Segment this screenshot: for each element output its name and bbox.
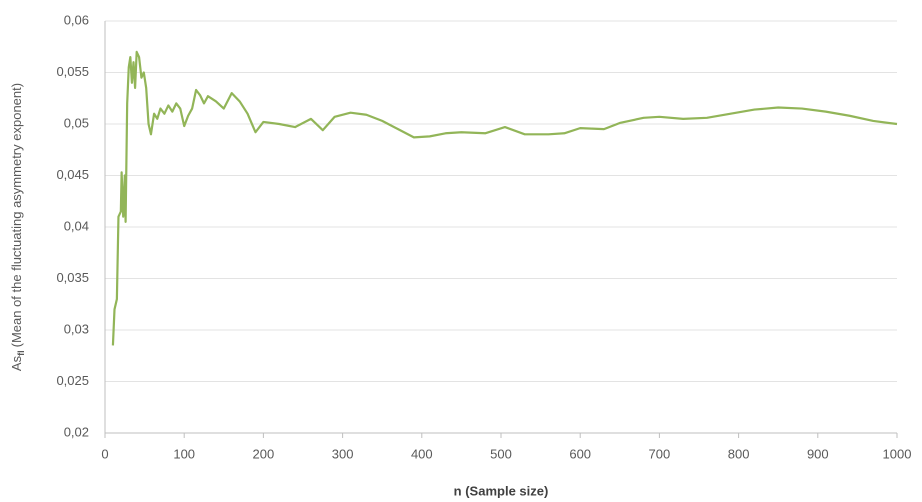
x-tick-label: 100 — [173, 446, 195, 461]
x-tick-label: 900 — [807, 446, 829, 461]
x-tick-label: 500 — [490, 446, 512, 461]
y-title-rest: (Mean of the fluctuating asymmetry expon… — [9, 83, 24, 347]
y-tick-label: 0,03 — [64, 321, 89, 336]
y-tick-label: 0,055 — [56, 64, 89, 79]
y-tick-label: 0,06 — [64, 12, 89, 27]
x-tick-label: 400 — [411, 446, 433, 461]
y-axis-title: Asfl (Mean of the fluctuating asymmetry e… — [9, 83, 26, 371]
y-title-main: As — [9, 355, 24, 371]
x-tick-label: 700 — [649, 446, 671, 461]
y-tick-label: 0,025 — [56, 373, 89, 388]
x-tick-label: 600 — [569, 446, 591, 461]
data-line — [111, 50, 898, 346]
y-tick-label: 0,05 — [64, 115, 89, 130]
y-tick-label: 0,045 — [56, 167, 89, 182]
x-tick-label: 200 — [253, 446, 275, 461]
x-tick-label: 300 — [332, 446, 354, 461]
x-axis-title: n (Sample size) — [454, 483, 549, 498]
y-tick-label: 0,02 — [64, 424, 89, 439]
y-title-sub: fl — [16, 350, 26, 356]
x-tick-label: 800 — [728, 446, 750, 461]
x-tick-label: 1000 — [883, 446, 912, 461]
x-tick-label: 0 — [101, 446, 108, 461]
y-tick-label: 0,04 — [64, 218, 89, 233]
y-tick-label: 0,035 — [56, 270, 89, 285]
